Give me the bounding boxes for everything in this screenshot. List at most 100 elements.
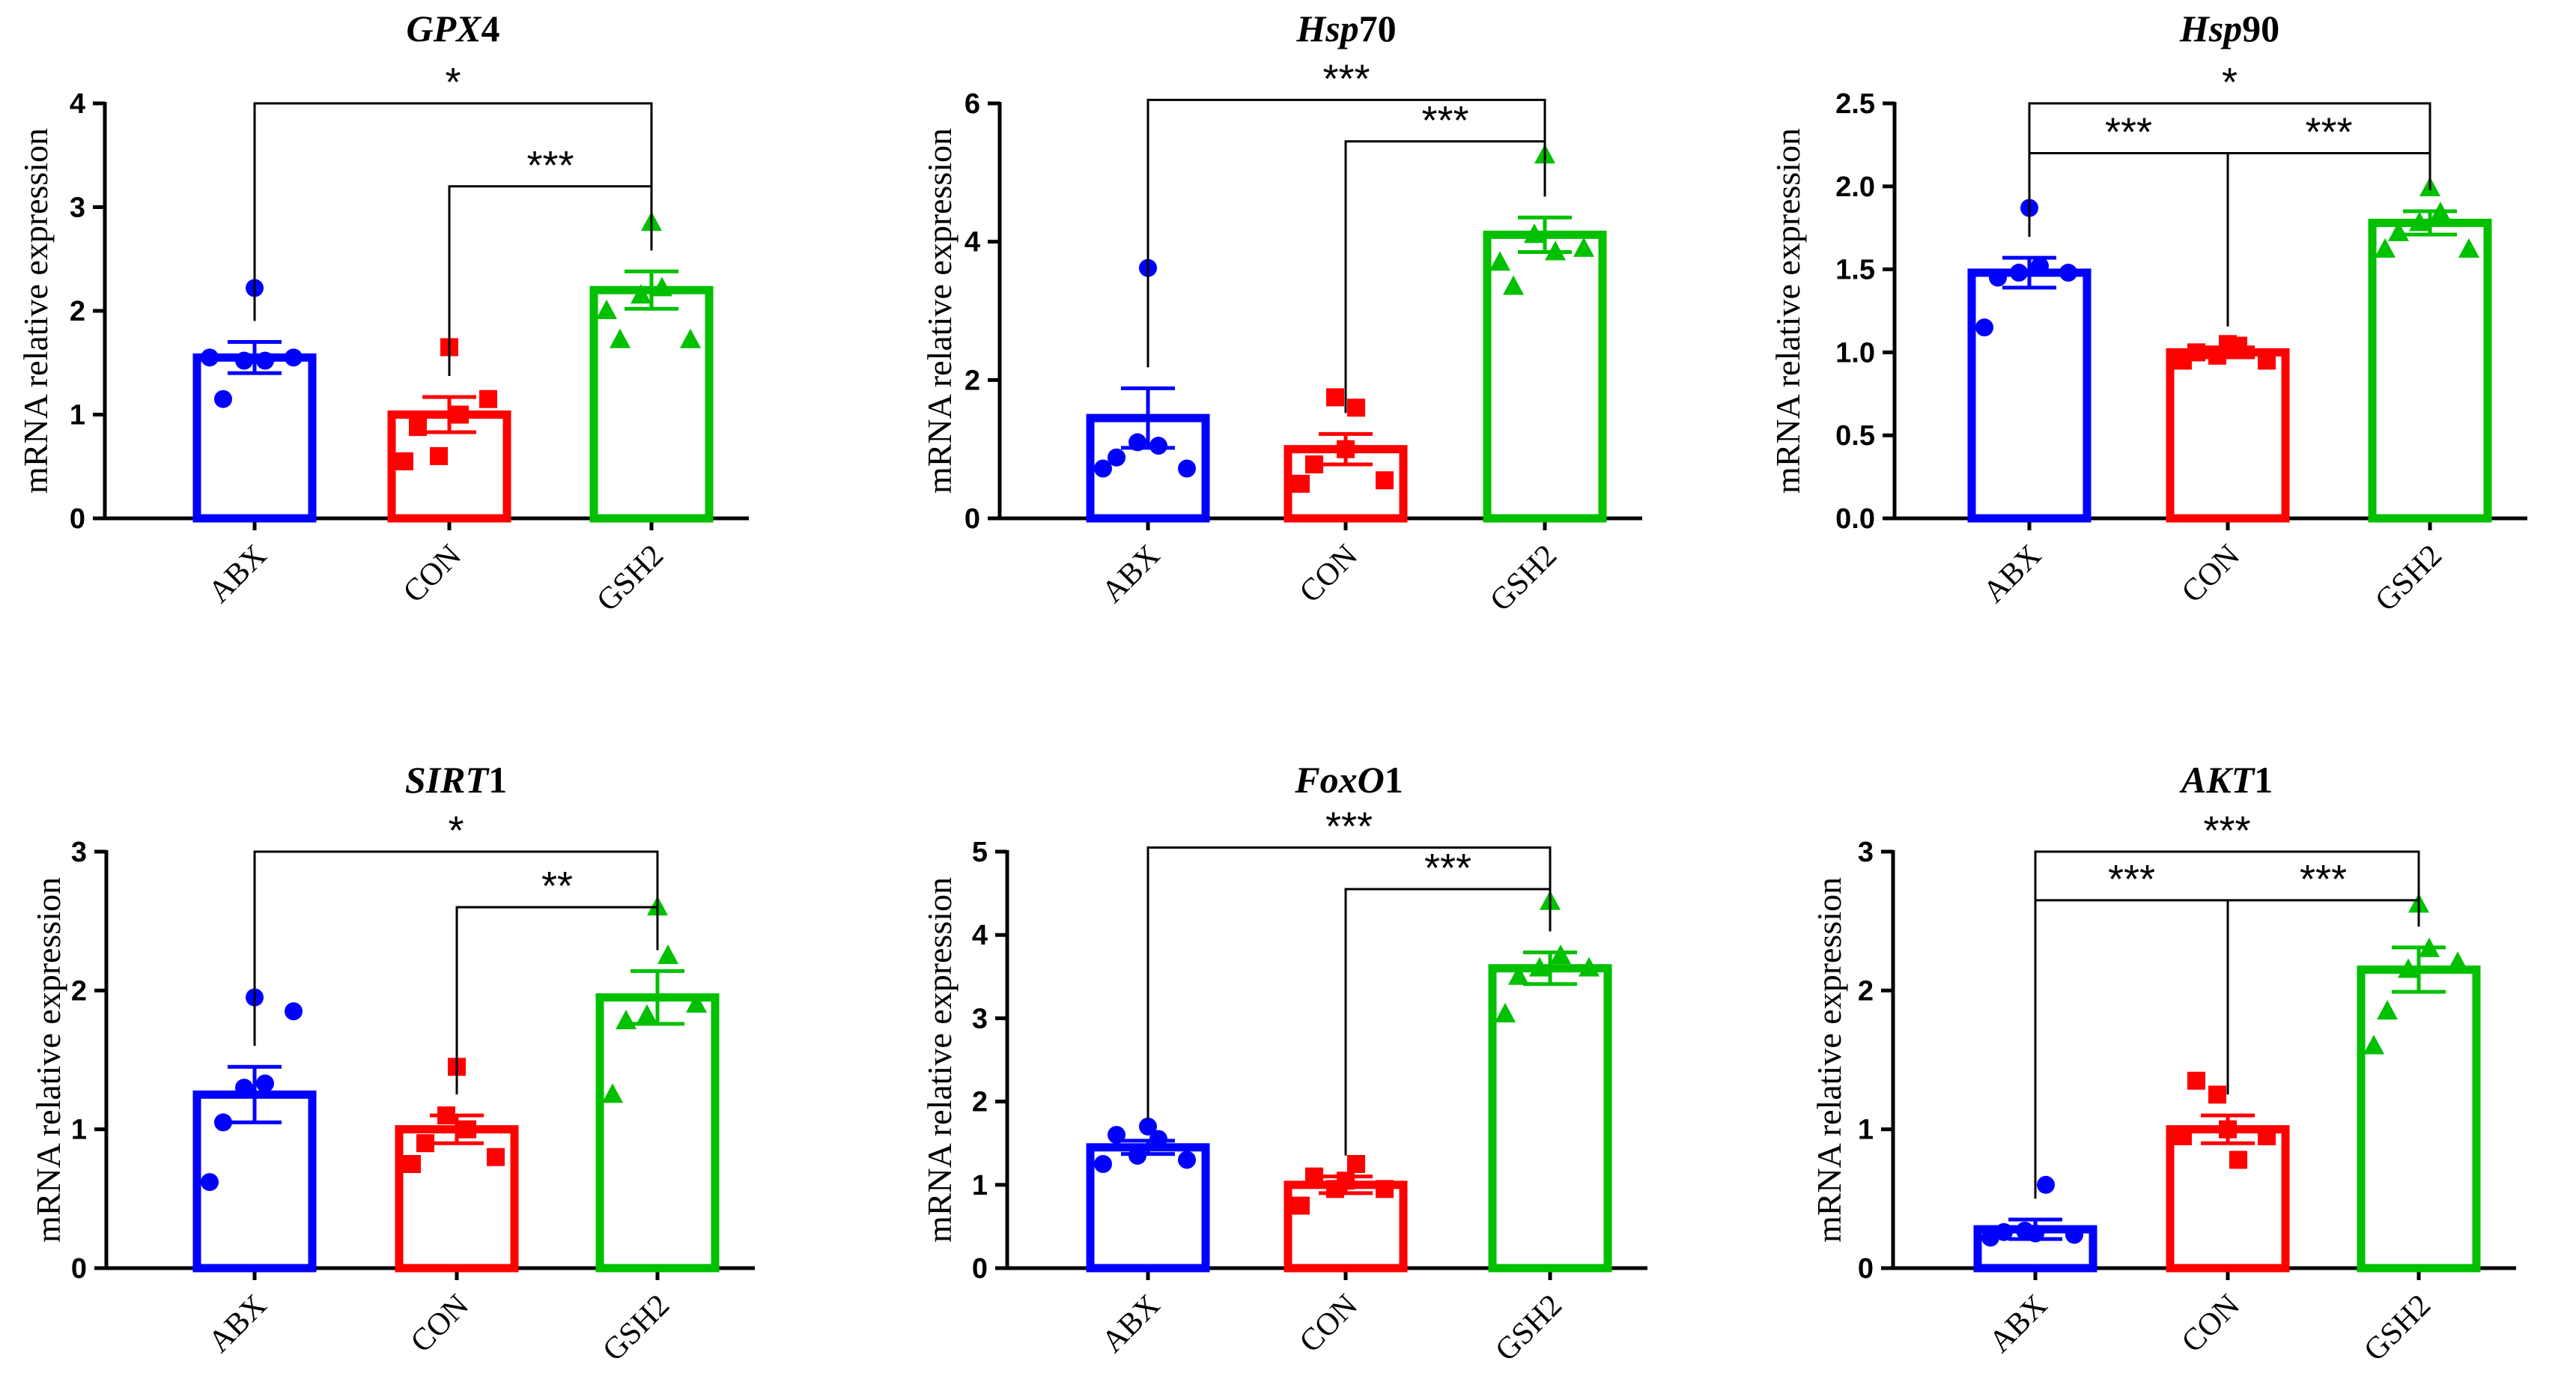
data-point <box>2065 1225 2083 1244</box>
x-category-label: ABX <box>1096 539 1167 610</box>
data-point <box>2458 238 2479 258</box>
data-point <box>686 992 707 1013</box>
x-category-label: ABX <box>1983 1288 2054 1360</box>
error-bar-gsh2 <box>631 969 684 1026</box>
y-axis-label: mRNA relative expression <box>920 128 959 494</box>
y-tick-label: 1 <box>1858 1115 1874 1146</box>
error-bar-gsh2 <box>625 269 678 311</box>
y-tick-label: 0 <box>972 1253 988 1285</box>
data-point <box>2258 351 2276 370</box>
chart-title: Hsp90 <box>2179 7 2279 49</box>
y-tick-label: 1 <box>70 400 85 431</box>
data-point <box>596 300 617 319</box>
chart-title-plain: 1 <box>1385 759 1403 801</box>
significance-label: *** <box>526 143 574 188</box>
data-point <box>2430 201 2451 222</box>
bar-gsh2 <box>2368 219 2492 523</box>
data-point <box>2258 1127 2276 1145</box>
data-point <box>2026 1224 2044 1243</box>
data-point <box>1108 1126 1126 1145</box>
y-tick-label: 0 <box>965 503 980 535</box>
error-bar-gsh2 <box>1523 951 1577 986</box>
significance-bracket <box>1344 888 1552 1156</box>
bar-gsh2 <box>595 993 720 1273</box>
error-bar-gsh2 <box>2392 945 2446 994</box>
data-point <box>1178 459 1196 478</box>
x-category-label: ABX <box>202 1288 273 1360</box>
significance-bracket <box>448 185 653 376</box>
data-point <box>1524 223 1545 243</box>
data-point <box>2174 1127 2192 1145</box>
error-bar-abx <box>228 1064 282 1124</box>
data-point <box>1326 388 1344 407</box>
y-tick-label: 0 <box>71 1253 87 1285</box>
data-point <box>2229 1151 2247 1169</box>
y-axis-label: mRNA relative expression <box>920 877 959 1243</box>
chart-title-plain: 4 <box>482 7 500 49</box>
data-point <box>1981 1228 1999 1247</box>
error-bar-gsh2 <box>2403 209 2457 237</box>
data-point <box>1347 398 1365 417</box>
significance-label: *** <box>2108 857 2155 902</box>
bar-gsh2 <box>1483 230 1607 523</box>
data-point <box>2419 937 2440 957</box>
data-point <box>1508 965 1529 985</box>
y-tick-label: 5 <box>972 837 988 868</box>
x-category-label: ABX <box>1096 1288 1167 1360</box>
data-point <box>1995 1222 2013 1241</box>
x-category-label: GSH2 <box>2369 539 2449 619</box>
data-point <box>416 1134 434 1153</box>
y-tick-label: 3 <box>70 193 85 224</box>
significance-bracket <box>2226 899 2420 1095</box>
x-category-label: CON <box>404 1288 476 1360</box>
chart-title: Hsp70 <box>1295 7 1396 49</box>
significance-bracket <box>2028 151 2229 327</box>
data-point <box>2059 264 2077 282</box>
y-tick-label: 2 <box>70 296 85 327</box>
data-point <box>1489 251 1510 271</box>
chart-title-italic: FoxO <box>1294 759 1384 801</box>
data-point <box>256 1074 274 1093</box>
significance-label: *** <box>2300 857 2347 902</box>
y-tick-label: 4 <box>965 227 980 258</box>
x-category-label: CON <box>1293 1288 1364 1360</box>
y-axis-label: mRNA relative expression <box>16 128 55 494</box>
y-tick-label: 1 <box>71 1115 87 1146</box>
data-point <box>235 1079 253 1097</box>
data-point <box>610 328 631 348</box>
data-point <box>2031 257 2049 276</box>
data-point <box>1376 471 1394 490</box>
data-point <box>680 328 701 348</box>
error-bar-gsh2 <box>1518 215 1572 255</box>
x-category-label: GSH2 <box>1489 1288 1569 1369</box>
data-point <box>2187 343 2205 362</box>
x-category-label: CON <box>1293 539 1364 610</box>
y-tick-label: 0.5 <box>1835 420 1875 452</box>
data-point <box>602 1083 623 1103</box>
chart-title: SIRT1 <box>405 759 507 801</box>
data-point <box>2388 221 2409 241</box>
x-category-label: CON <box>2175 1288 2247 1360</box>
chart-panel-3: Hsp90 mRNA relative expression 0.0 0.5 1.0 1.… <box>1769 7 2527 618</box>
data-point <box>458 1120 476 1139</box>
chart-title-italic: Hsp <box>1295 7 1358 49</box>
y-tick-label: 3 <box>71 837 87 868</box>
error-bar-abx <box>2002 255 2056 290</box>
data-point <box>285 1002 303 1021</box>
data-point <box>1573 237 1594 257</box>
bar-abx <box>1967 268 2092 523</box>
y-tick-label: 0 <box>1858 1253 1874 1285</box>
data-point <box>1292 474 1310 493</box>
bar-gsh2 <box>2357 966 2481 1273</box>
data-point <box>1975 318 1993 337</box>
significance-bracket <box>2028 102 2431 237</box>
data-point <box>1305 1167 1323 1186</box>
y-tick-label: 0 <box>70 503 85 535</box>
data-point <box>2187 1071 2205 1090</box>
x-category-label: GSH2 <box>590 539 670 619</box>
chart-title: GPX4 <box>407 7 500 49</box>
data-point <box>1337 440 1355 458</box>
y-tick-label: 2.5 <box>1835 88 1875 120</box>
